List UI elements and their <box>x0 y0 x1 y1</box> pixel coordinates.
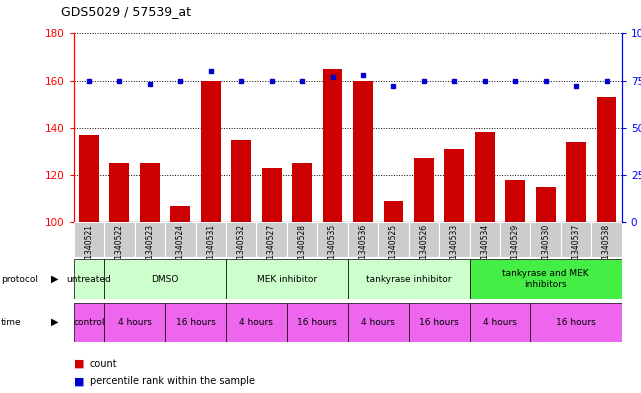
Text: GSM1340524: GSM1340524 <box>176 224 185 275</box>
Bar <box>591 222 622 257</box>
Bar <box>226 259 347 299</box>
Text: ▶: ▶ <box>51 317 59 327</box>
Bar <box>226 303 287 342</box>
Bar <box>475 132 495 222</box>
Text: GSM1340526: GSM1340526 <box>419 224 428 275</box>
Bar <box>74 259 104 299</box>
Bar <box>536 187 556 222</box>
Bar <box>231 140 251 222</box>
Bar <box>135 222 165 257</box>
Text: GSM1340530: GSM1340530 <box>541 224 550 275</box>
Bar <box>383 201 403 222</box>
Text: 4 hours: 4 hours <box>362 318 395 327</box>
Text: tankyrase and MEK
inhibitors: tankyrase and MEK inhibitors <box>503 269 589 289</box>
Text: ■: ■ <box>74 358 84 369</box>
Bar <box>378 222 409 257</box>
Bar <box>262 168 281 222</box>
Bar <box>409 222 439 257</box>
Text: GSM1340523: GSM1340523 <box>146 224 154 275</box>
Text: percentile rank within the sample: percentile rank within the sample <box>90 376 254 386</box>
Text: time: time <box>1 318 21 327</box>
Bar <box>347 222 378 257</box>
Text: GDS5029 / 57539_at: GDS5029 / 57539_at <box>61 5 191 18</box>
Bar <box>469 222 500 257</box>
Bar <box>347 259 469 299</box>
Bar <box>347 303 409 342</box>
Bar <box>292 163 312 222</box>
Bar <box>597 97 617 222</box>
Text: GSM1340537: GSM1340537 <box>572 224 581 275</box>
Text: GSM1340527: GSM1340527 <box>267 224 276 275</box>
Text: ▶: ▶ <box>51 274 59 284</box>
Bar <box>561 222 591 257</box>
Bar <box>530 303 622 342</box>
Bar <box>256 222 287 257</box>
Text: protocol: protocol <box>1 275 38 283</box>
Bar <box>104 303 165 342</box>
Text: GSM1340535: GSM1340535 <box>328 224 337 275</box>
Text: GSM1340525: GSM1340525 <box>389 224 398 275</box>
Text: DMSO: DMSO <box>151 275 179 283</box>
Bar <box>201 81 221 222</box>
Text: GSM1340529: GSM1340529 <box>511 224 520 275</box>
Text: ■: ■ <box>74 376 84 386</box>
Bar <box>226 222 256 257</box>
Text: 4 hours: 4 hours <box>240 318 273 327</box>
Text: GSM1340532: GSM1340532 <box>237 224 246 275</box>
Bar <box>140 163 160 222</box>
Text: GSM1340521: GSM1340521 <box>85 224 94 275</box>
Text: GSM1340536: GSM1340536 <box>358 224 367 275</box>
Text: 16 hours: 16 hours <box>556 318 596 327</box>
Bar <box>171 206 190 222</box>
Text: GSM1340538: GSM1340538 <box>602 224 611 275</box>
Text: 16 hours: 16 hours <box>176 318 215 327</box>
Text: GSM1340528: GSM1340528 <box>297 224 306 275</box>
Bar <box>353 81 373 222</box>
Text: GSM1340533: GSM1340533 <box>450 224 459 275</box>
Bar <box>165 222 196 257</box>
Text: control: control <box>73 318 104 327</box>
Bar <box>414 158 434 222</box>
Bar <box>287 303 347 342</box>
Bar <box>469 259 622 299</box>
Bar <box>566 142 586 222</box>
Bar <box>196 222 226 257</box>
Bar <box>322 69 342 222</box>
Text: untreated: untreated <box>67 275 112 283</box>
Bar <box>317 222 347 257</box>
Bar <box>104 259 226 299</box>
Bar <box>439 222 469 257</box>
Bar <box>104 222 135 257</box>
Text: GSM1340531: GSM1340531 <box>206 224 215 275</box>
Text: GSM1340522: GSM1340522 <box>115 224 124 275</box>
Text: 4 hours: 4 hours <box>483 318 517 327</box>
Bar <box>79 135 99 222</box>
Bar <box>74 222 104 257</box>
Bar <box>505 180 525 222</box>
Bar <box>165 303 226 342</box>
Text: count: count <box>90 358 117 369</box>
Text: GSM1340534: GSM1340534 <box>480 224 489 275</box>
Bar <box>444 149 464 222</box>
Bar <box>287 222 317 257</box>
Bar <box>110 163 129 222</box>
Text: 16 hours: 16 hours <box>297 318 337 327</box>
Bar <box>74 303 104 342</box>
Text: 16 hours: 16 hours <box>419 318 459 327</box>
Text: 4 hours: 4 hours <box>118 318 151 327</box>
Bar <box>500 222 530 257</box>
Bar <box>469 303 530 342</box>
Text: tankyrase inhibitor: tankyrase inhibitor <box>366 275 451 283</box>
Bar <box>409 303 469 342</box>
Text: MEK inhibitor: MEK inhibitor <box>257 275 317 283</box>
Bar <box>530 222 561 257</box>
